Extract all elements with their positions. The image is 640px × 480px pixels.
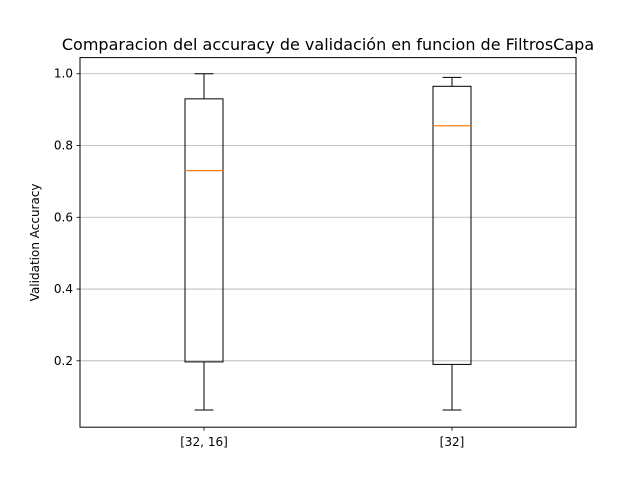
box-iqr <box>184 98 224 363</box>
y-tick-label: 0.6 <box>54 210 73 224</box>
x-tick-label: [32, 16] <box>180 435 228 449</box>
box-layer <box>184 73 472 411</box>
plot-frame <box>79 57 577 428</box>
x-tick-label: [32] <box>440 435 465 449</box>
box-group <box>184 73 224 411</box>
y-tick-label: 0.4 <box>54 282 73 296</box>
chart-title: Comparacion del accuracy de validación e… <box>62 35 594 54</box>
y-axis-label: Validation Accuracy <box>28 183 42 301</box>
x-ticks: [32, 16] [32] <box>180 427 464 449</box>
y-tick-label: 0.2 <box>54 354 73 368</box>
box-iqr <box>432 85 472 365</box>
grid-lines <box>80 73 576 362</box>
y-tick-label: 1.0 <box>54 67 73 81</box>
y-tick-label: 0.8 <box>54 139 73 153</box>
box-group <box>432 76 472 411</box>
y-ticks: 0.2 0.4 0.6 0.8 1.0 <box>54 67 80 368</box>
